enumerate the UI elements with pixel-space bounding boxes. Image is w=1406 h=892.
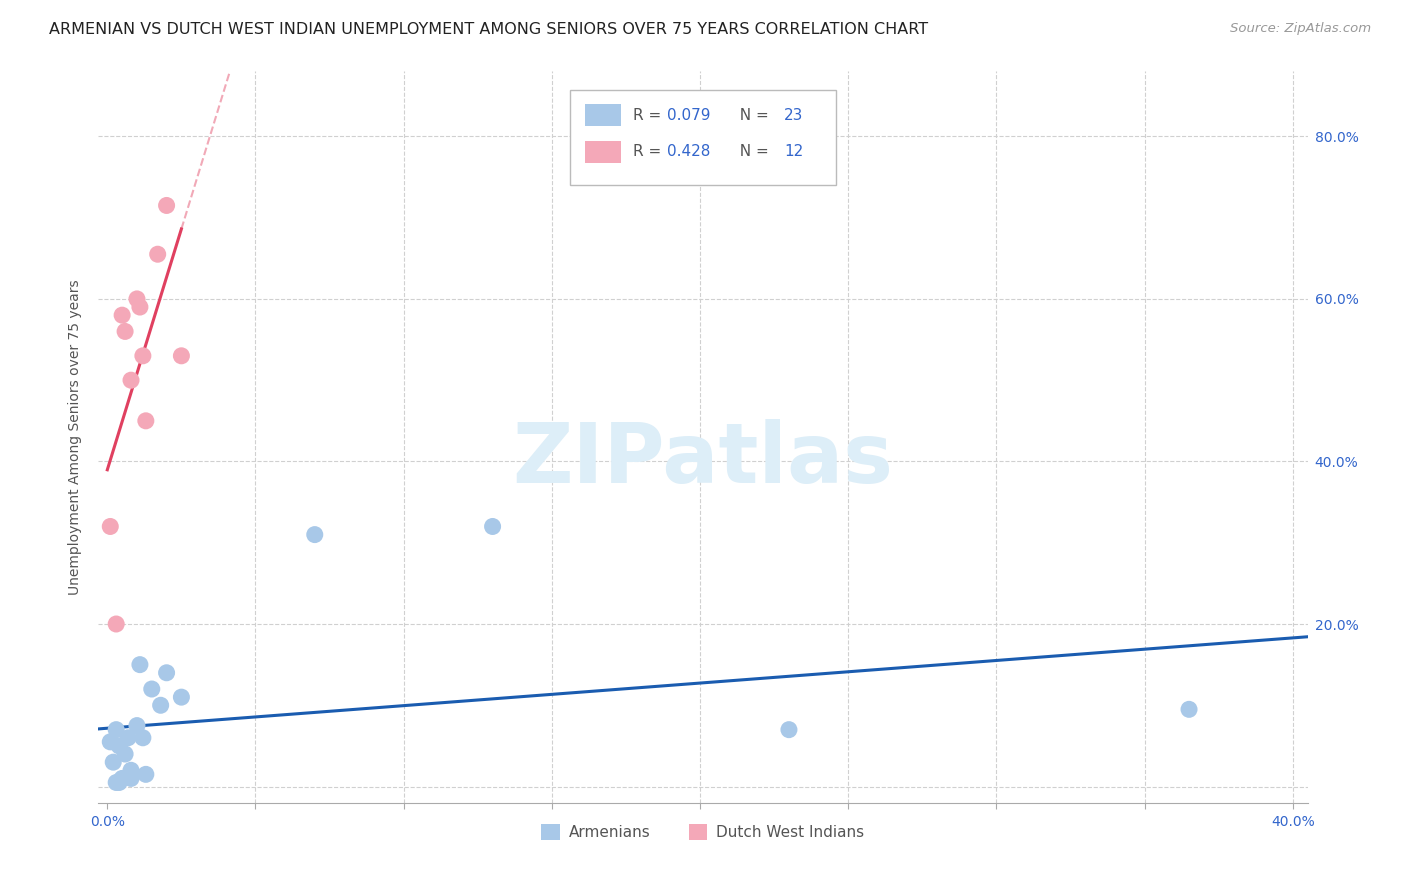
Text: Source: ZipAtlas.com: Source: ZipAtlas.com: [1230, 22, 1371, 36]
Point: [129, 300, 152, 314]
Point: [111, 308, 134, 322]
Point: [129, 657, 152, 672]
Point: [103, 755, 125, 769]
Point: [155, 198, 177, 212]
Point: [98, 519, 121, 533]
Point: [1178, 702, 1201, 716]
Point: [778, 723, 800, 737]
Point: [105, 617, 128, 632]
Point: [170, 349, 193, 363]
Point: [170, 690, 193, 705]
Point: [146, 247, 169, 261]
Bar: [569, 89, 837, 185]
Text: N =: N =: [730, 145, 773, 160]
Point: [132, 349, 155, 363]
Text: 0.079: 0.079: [666, 108, 710, 123]
Text: ZIPatlas: ZIPatlas: [513, 418, 893, 500]
Text: R =: R =: [633, 145, 666, 160]
Point: [135, 414, 157, 428]
Bar: [585, 141, 621, 163]
Text: 12: 12: [785, 145, 803, 160]
Point: [120, 764, 142, 778]
Point: [141, 681, 163, 696]
Point: [105, 723, 128, 737]
Text: ARMENIAN VS DUTCH WEST INDIAN UNEMPLOYMENT AMONG SENIORS OVER 75 YEARS CORRELATI: ARMENIAN VS DUTCH WEST INDIAN UNEMPLOYME…: [49, 22, 928, 37]
Point: [108, 775, 131, 789]
Bar: [585, 104, 621, 127]
Point: [120, 373, 142, 387]
Text: 0.428: 0.428: [666, 145, 710, 160]
Point: [481, 519, 503, 533]
Legend: Armenians, Dutch West Indians: Armenians, Dutch West Indians: [536, 818, 870, 847]
Point: [105, 775, 128, 789]
Point: [117, 731, 139, 745]
Point: [98, 735, 121, 749]
Text: R =: R =: [633, 108, 666, 123]
Y-axis label: Unemployment Among Seniors over 75 years: Unemployment Among Seniors over 75 years: [69, 279, 83, 595]
Point: [114, 747, 136, 761]
Point: [111, 772, 134, 786]
Point: [149, 698, 172, 713]
Point: [108, 739, 131, 753]
Point: [120, 772, 142, 786]
Point: [114, 325, 136, 339]
Point: [304, 527, 326, 541]
Text: N =: N =: [730, 108, 773, 123]
Point: [125, 718, 148, 732]
Text: 23: 23: [785, 108, 803, 123]
Point: [132, 731, 155, 745]
Point: [125, 292, 148, 306]
Point: [135, 767, 157, 781]
Point: [155, 665, 177, 680]
